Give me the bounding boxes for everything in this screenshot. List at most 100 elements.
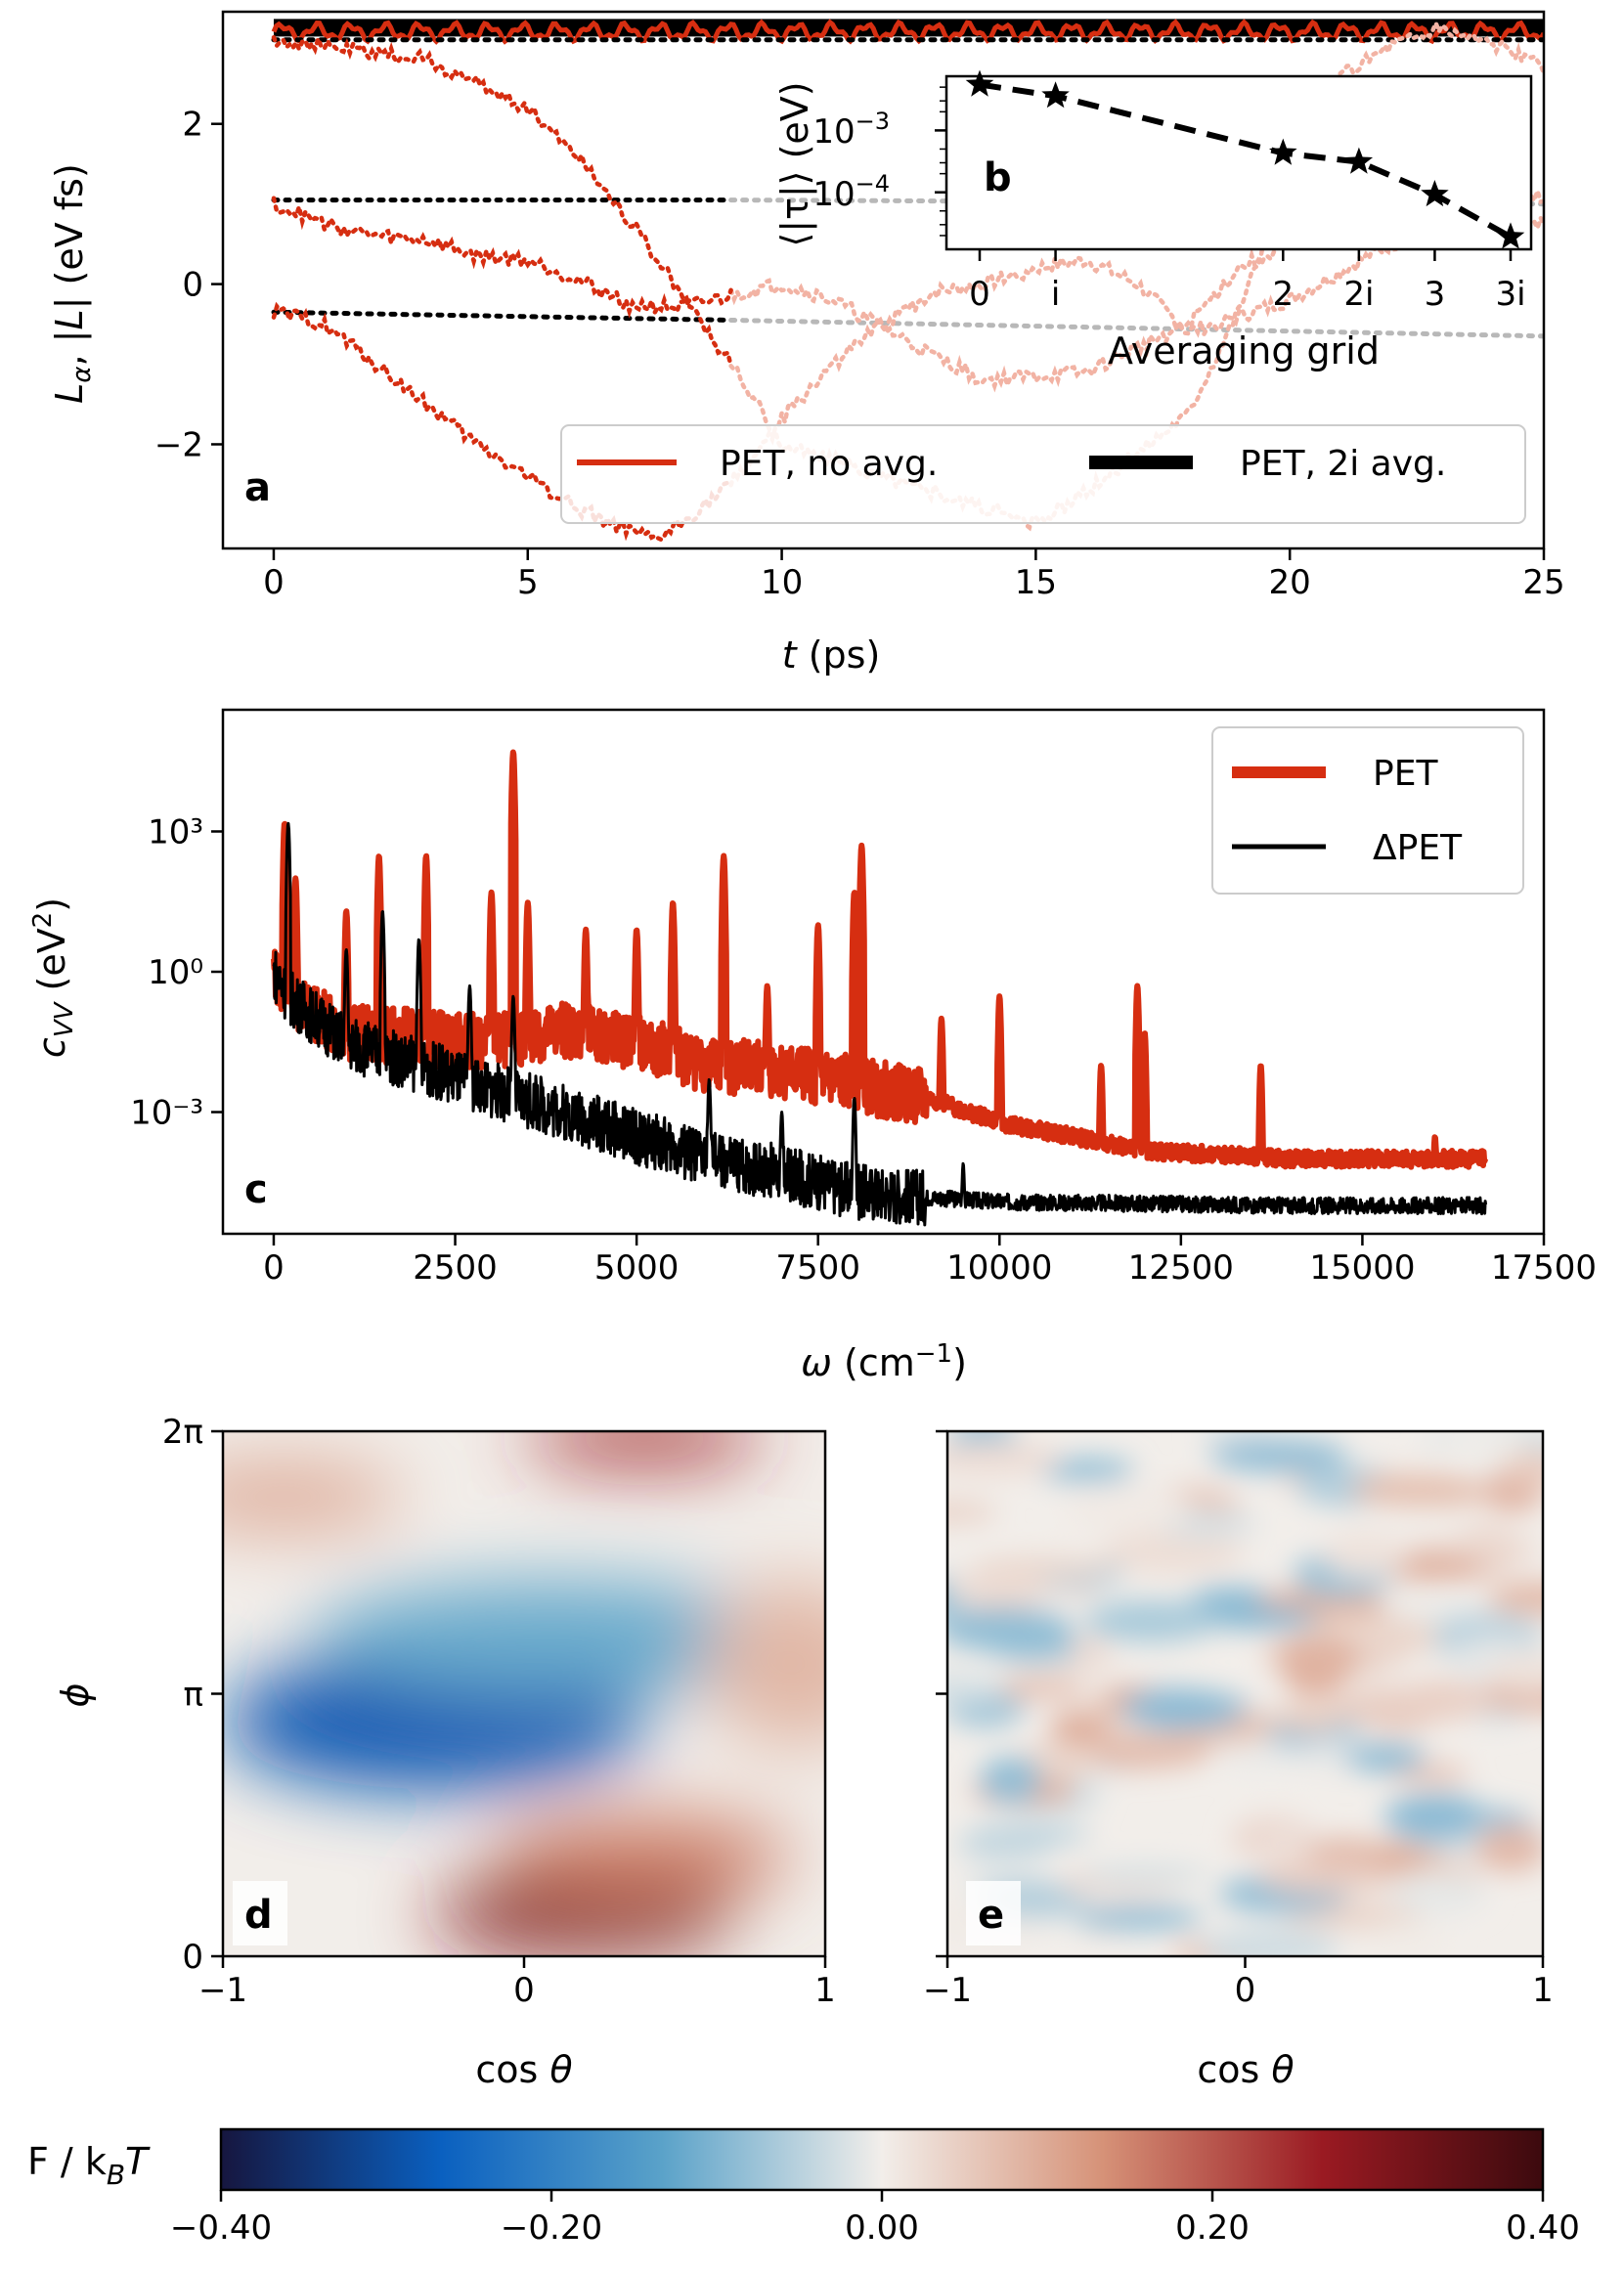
free-energy-fluctuation bbox=[1383, 1794, 1485, 1840]
colorbar-bar bbox=[219, 2127, 1545, 2192]
panel-c-xtick-label: 15000 bbox=[1309, 1248, 1415, 1288]
panel-a-ticks: 0 5 10 15 20 25−202 bbox=[154, 106, 1565, 602]
panel-e-xtick-label: 0 bbox=[1235, 1971, 1256, 2010]
colorbar-tick-label: −0.20 bbox=[501, 2208, 602, 2248]
panel-b-xtick-label: i bbox=[1051, 275, 1060, 314]
free-energy-fluctuation bbox=[1272, 1702, 1344, 1733]
free-energy-fluctuation bbox=[1436, 1432, 1531, 1460]
free-energy-fluctuation bbox=[1203, 1606, 1320, 1630]
panel-b-xlabel: Averaging grid bbox=[1108, 329, 1380, 372]
free-energy-fluctuation bbox=[947, 1571, 1064, 1604]
series-no-avg-component bbox=[271, 196, 733, 319]
free-energy-fluctuation bbox=[1209, 1439, 1348, 1472]
panel-a-xtick-label: 5 bbox=[517, 563, 539, 602]
panel-e-xtick-label: −1 bbox=[923, 1971, 972, 2010]
panel-b-xtick-label: 0 bbox=[969, 275, 990, 314]
free-energy-fluctuation bbox=[1037, 1458, 1135, 1483]
legend-label-pet: PET bbox=[1373, 754, 1438, 794]
colorbar-label: F / kBT bbox=[27, 2140, 151, 2191]
panel-b-frame bbox=[944, 74, 1533, 251]
panel-b-ytick-upper: 10−3 bbox=[812, 108, 890, 152]
panel-e: −1 0 1 cos θ e bbox=[923, 1429, 1554, 2091]
free-energy-fluctuation bbox=[1042, 1656, 1121, 1678]
free-energy-fluctuation bbox=[1068, 1731, 1212, 1770]
free-energy-fluctuation bbox=[1079, 1863, 1210, 1886]
panel-d-ytick-label: π bbox=[184, 1676, 203, 1715]
panel-a-legend: PET, no avg. PET, 2i avg. bbox=[560, 424, 1526, 524]
panel-d-ylabel: ϕ bbox=[54, 1683, 97, 1707]
free-energy-fluctuation bbox=[1359, 1920, 1448, 1956]
series-delta-pet bbox=[272, 821, 1488, 1227]
free-energy-fluctuation bbox=[972, 1555, 1114, 1579]
panel-c-xtick-label: 5000 bbox=[594, 1248, 680, 1288]
colorbar-tick-label: −0.40 bbox=[170, 2208, 272, 2248]
panel-a-ylabel: Lα, |L| (eV fs) bbox=[48, 163, 97, 404]
panel-b-xtick-label: 3i bbox=[1495, 275, 1525, 314]
panel-c-ylabel: cVV (eV2) bbox=[28, 897, 79, 1058]
panel-c: 0 2500 5000 7500 10000 12500 15000 17500 10⁻³ 10⁰… bbox=[28, 708, 1597, 1384]
panel-c-xtick-label: 2500 bbox=[413, 1248, 498, 1288]
panel-b-inset: 0 i 2 2i 3 3i b 10−3 10−4 Averaging grid ⟨|τ|… bbox=[773, 69, 1533, 372]
panel-a-xtick-label: 0 bbox=[263, 563, 285, 602]
panel-c-xtick-label: 17500 bbox=[1491, 1248, 1597, 1288]
panel-e-xtick-label: 1 bbox=[1532, 1971, 1554, 2010]
panel-e-ticks: −1 0 1 bbox=[923, 1429, 1554, 2010]
panel-a-ytick-label: −2 bbox=[154, 425, 203, 464]
panel-b-ticks: 0 i 2 2i 3 3i bbox=[935, 86, 1526, 314]
free-energy-maximum bbox=[704, 1580, 825, 1748]
free-energy-fluctuation bbox=[1258, 1825, 1321, 1870]
series-no-avg-component bbox=[271, 31, 733, 369]
free-energy-maximum bbox=[223, 1463, 404, 1531]
data-point-star bbox=[1269, 138, 1297, 165]
data-point-star bbox=[965, 69, 994, 97]
free-energy-fluctuation bbox=[1200, 1929, 1340, 1956]
legend-label-no-avg: PET, no avg. bbox=[720, 444, 938, 484]
free-energy-fluctuation bbox=[1063, 1486, 1192, 1532]
colorbar-ticks: −0.40 −0.20 0.00 0.20 0.40 bbox=[170, 2190, 1580, 2248]
legend-label-delta-pet: ΔPET bbox=[1373, 828, 1463, 868]
legend-box bbox=[1211, 726, 1524, 895]
colorbar-tick-label: 0.20 bbox=[1175, 2208, 1250, 2248]
free-energy-fluctuation bbox=[1499, 1449, 1543, 1486]
panel-c-series bbox=[271, 749, 1489, 1227]
series-mean-torque bbox=[979, 81, 1513, 240]
panel-e-heatmap bbox=[947, 1431, 1543, 1956]
panel-c-ticks: 0 2500 5000 7500 10000 12500 15000 17500 10⁻³ 10⁰… bbox=[130, 812, 1597, 1288]
panel-b-series bbox=[965, 69, 1525, 249]
panel-label-d: d bbox=[244, 1893, 273, 1938]
free-energy-fluctuation bbox=[1100, 1531, 1245, 1574]
panel-c-xtick-label: 7500 bbox=[775, 1248, 860, 1288]
data-point-star bbox=[1041, 81, 1070, 109]
free-energy-fluctuation bbox=[1257, 1861, 1395, 1894]
panel-c-ytick-label: 10⁰ bbox=[148, 953, 203, 992]
panel-label-e: e bbox=[978, 1893, 1004, 1938]
free-energy-fluctuation bbox=[1343, 1743, 1426, 1772]
free-energy-fluctuation bbox=[965, 1824, 1093, 1846]
panel-a-xtick-label: 25 bbox=[1522, 563, 1564, 602]
panel-b-xtick-label: 3 bbox=[1425, 275, 1446, 314]
panel-a: 0 5 10 15 20 25−202 t (ps) Lα, |L| (eV fs) PE… bbox=[48, 10, 1565, 677]
panel-d-ytick-label: 0 bbox=[182, 1938, 203, 1977]
free-energy-fluctuation bbox=[1476, 1536, 1539, 1563]
panel-label-box-e bbox=[966, 1881, 1021, 1945]
legend-label-2i-avg: PET, 2i avg. bbox=[1240, 444, 1446, 484]
free-energy-fluctuation bbox=[1083, 1600, 1219, 1642]
free-energy-maximum bbox=[494, 1814, 796, 1899]
free-energy-fluctuation bbox=[1275, 1636, 1362, 1682]
free-energy-fluctuation bbox=[1074, 1906, 1204, 1930]
free-energy-fluctuation bbox=[947, 1501, 998, 1524]
panel-c-xtick-label: 0 bbox=[263, 1248, 285, 1288]
panel-d-field bbox=[223, 1431, 825, 1952]
panel-d-xtick-label: 0 bbox=[513, 1971, 535, 2010]
panel-e-xlabel: cos θ bbox=[1197, 2048, 1294, 2091]
colorbar: −0.40 −0.20 0.00 0.20 0.40 F / kBT bbox=[27, 2127, 1580, 2248]
panel-label-b: b bbox=[984, 155, 1012, 200]
free-energy-fluctuation bbox=[1304, 1837, 1386, 1860]
panel-label-box-c bbox=[233, 1154, 287, 1218]
panel-label-box-a bbox=[233, 459, 287, 524]
free-energy-fluctuation bbox=[947, 1440, 1064, 1476]
panel-c-xtick-label: 10000 bbox=[946, 1248, 1052, 1288]
panel-d-xtick-label: 1 bbox=[814, 1971, 836, 2010]
free-energy-fluctuation bbox=[947, 1672, 1009, 1704]
